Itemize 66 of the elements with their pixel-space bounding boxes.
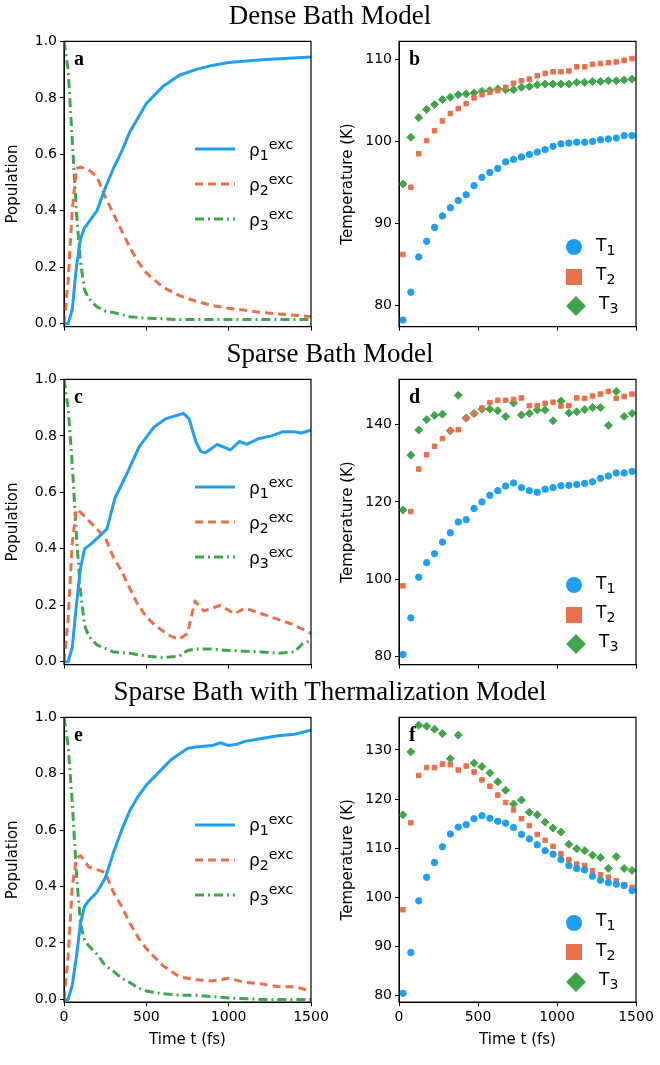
y-tick-label: 0.4	[34, 877, 58, 894]
y-axis-title: Population	[2, 482, 21, 562]
y-tick-label: 0.0	[34, 314, 57, 331]
x-tick-label: 500	[132, 1008, 160, 1025]
chart-title: Sparse Bath Model	[225, 338, 435, 368]
y-tick-label: 110	[365, 838, 392, 855]
y-axis-title: Temperature (K)	[337, 799, 356, 922]
y-tick-label: 0.6	[34, 820, 58, 837]
legend-label: T$_{1}$	[596, 909, 616, 936]
y-tick-label: 80	[374, 295, 392, 312]
y-tick-label: 0.4	[34, 201, 58, 218]
legend-label: T$_{2}$	[596, 601, 616, 628]
y-axis-title: Temperature (K)	[337, 123, 356, 246]
legend-label: T$_{1}$	[596, 233, 616, 260]
y-tick-label: 0.6	[34, 144, 58, 161]
y-axis-title: Population	[2, 820, 21, 900]
y-tick-label: 0.2	[34, 257, 57, 274]
y-axis-title: Temperature (K)	[337, 461, 356, 584]
y-tick-label: 90	[374, 213, 392, 230]
annotation: e	[74, 722, 83, 745]
legend-label: T$_{1}$	[596, 571, 616, 598]
annotation: d	[409, 384, 421, 407]
annotation: b	[409, 46, 421, 69]
y-tick-label: 80	[374, 986, 392, 1003]
y-tick-label: 80	[374, 647, 392, 664]
y-tick-label: 100	[365, 888, 392, 905]
legend-label: T$_{2}$	[596, 938, 616, 965]
y-tick-label: 0.8	[34, 764, 57, 781]
legend-label: T$_{3}$	[599, 630, 619, 657]
y-tick-label: 100	[365, 132, 392, 149]
y-tick-label: 0.8	[34, 88, 57, 105]
chart-title: Dense Bath Model	[227, 0, 433, 30]
y-axis-title: Population	[2, 144, 21, 224]
y-tick-label: 0.4	[34, 539, 58, 556]
annotation: f	[409, 722, 416, 745]
x-tick-label: 1500	[618, 1008, 654, 1025]
y-tick-label: 90	[374, 937, 392, 954]
y-tick-label: 110	[365, 50, 392, 67]
y-tick-label: 1.0	[34, 32, 57, 49]
legend-label: T$_{2}$	[596, 263, 616, 290]
x-tick-label: 1000	[539, 1008, 575, 1025]
y-tick-label: 0.6	[34, 482, 58, 499]
y-tick-label: 1.0	[34, 370, 57, 387]
x-tick-label: 1000	[210, 1008, 247, 1025]
x-tick-label: 0	[394, 1008, 404, 1025]
y-tick-label: 120	[365, 789, 392, 806]
x-axis-title: Time t (fs)	[148, 1029, 226, 1048]
x-tick-label: 0	[59, 1008, 69, 1025]
y-tick-label: 140	[365, 415, 392, 432]
annotation: c	[74, 384, 83, 407]
y-tick-label: 0.8	[34, 426, 57, 443]
y-tick-label: 0.2	[34, 595, 57, 612]
annotation: a	[74, 46, 84, 69]
legend-label: T$_{3}$	[599, 292, 619, 319]
y-tick-label: 130	[365, 740, 392, 757]
x-tick-label: 500	[464, 1008, 492, 1025]
y-tick-label: 1.0	[34, 708, 57, 725]
chart-title: Sparse Bath with Thermalization Model	[112, 676, 548, 706]
x-axis-title: Time t (fs)	[478, 1029, 556, 1048]
y-tick-label: 0.0	[34, 652, 57, 669]
y-tick-label: 0.0	[34, 990, 57, 1007]
y-tick-label: 120	[365, 492, 392, 509]
legend-label: T$_{3}$	[599, 967, 619, 995]
y-tick-label: 100	[365, 569, 392, 586]
y-tick-label: 0.2	[34, 933, 57, 950]
x-tick-label: 1500	[293, 1008, 329, 1025]
